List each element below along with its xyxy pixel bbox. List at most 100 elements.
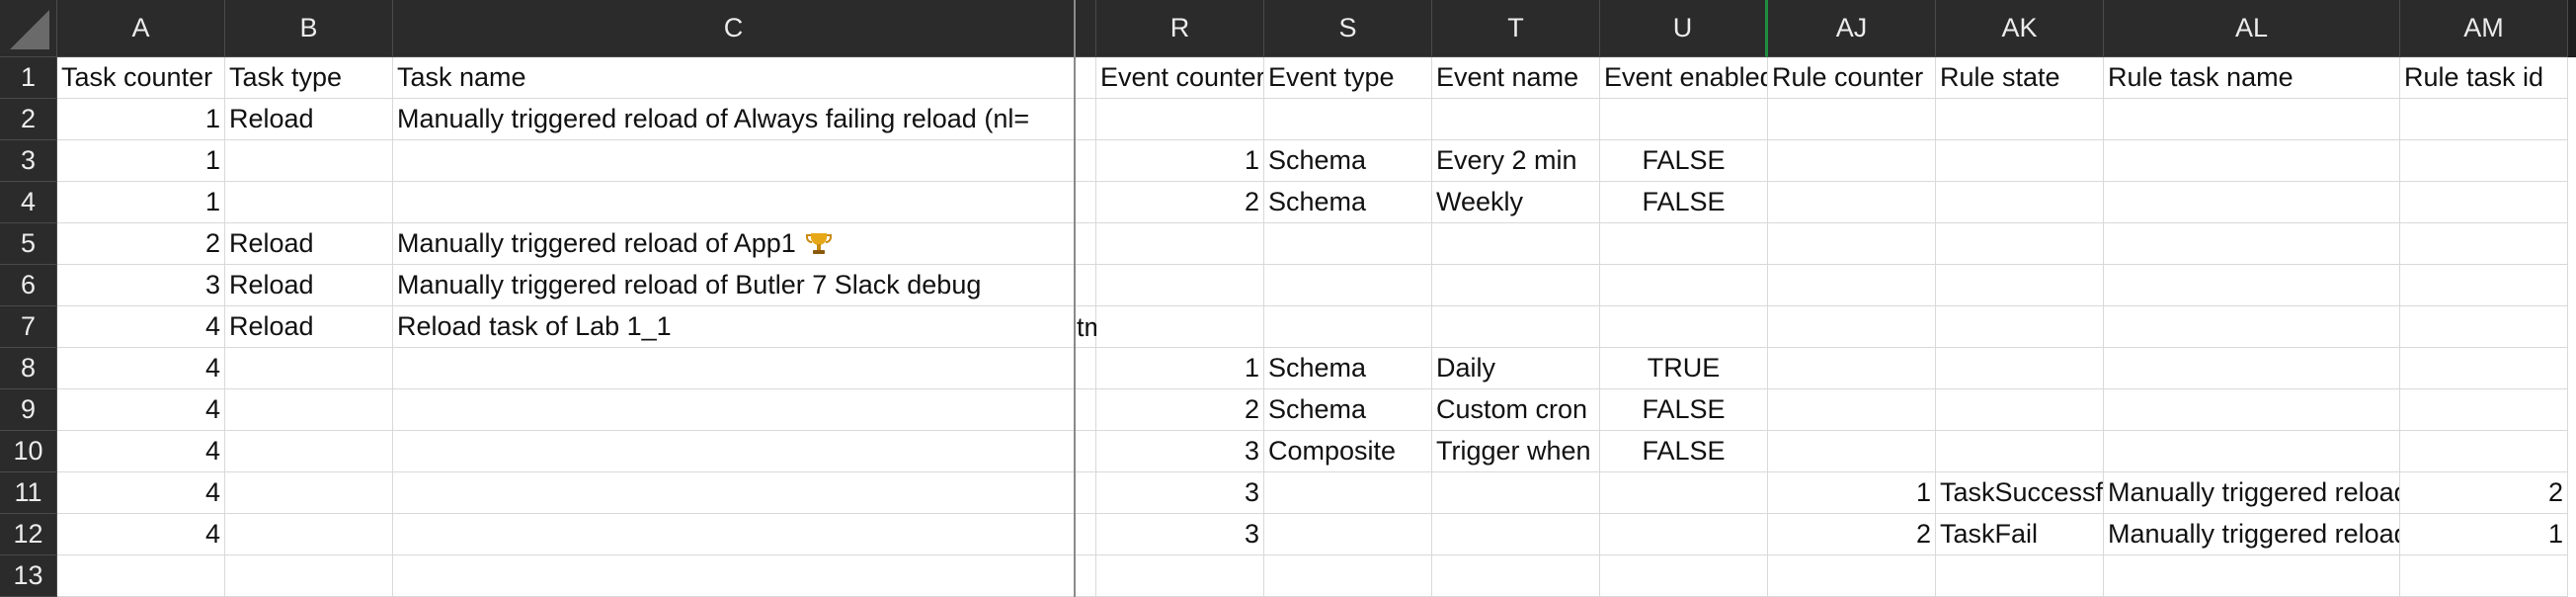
cell-a2[interactable]: 1: [57, 99, 225, 140]
cell-u1[interactable]: Event enabled: [1600, 57, 1768, 99]
cell-r12[interactable]: 3: [1096, 514, 1264, 555]
cell-al9[interactable]: [2104, 389, 2400, 431]
cell-ak7[interactable]: [1936, 306, 2104, 348]
column-header-aj[interactable]: AJ: [1768, 0, 1936, 57]
cell-b13[interactable]: [225, 555, 393, 597]
cell-t6[interactable]: [1432, 265, 1600, 306]
cell-ak1[interactable]: Rule state: [1936, 57, 2104, 99]
row-header-4[interactable]: 4: [0, 182, 57, 223]
cell-t2[interactable]: [1432, 99, 1600, 140]
cell-s1[interactable]: Event type: [1264, 57, 1432, 99]
cell-al5[interactable]: [2104, 223, 2400, 265]
cell-c13[interactable]: [393, 555, 1075, 597]
cell-al10[interactable]: [2104, 431, 2400, 472]
cell-al4[interactable]: [2104, 182, 2400, 223]
column-header-s[interactable]: S: [1264, 0, 1432, 57]
cell-ak5[interactable]: [1936, 223, 2104, 265]
column-header-b[interactable]: B: [225, 0, 393, 57]
row-header-7[interactable]: 7: [0, 306, 57, 348]
cell-t13[interactable]: [1432, 555, 1600, 597]
cell-r6[interactable]: [1096, 265, 1264, 306]
cell-al7[interactable]: [2104, 306, 2400, 348]
cell-r9[interactable]: 2: [1096, 389, 1264, 431]
row-header-13[interactable]: 13: [0, 555, 57, 597]
cell-aj7[interactable]: [1768, 306, 1936, 348]
cell-s8[interactable]: Schema: [1264, 348, 1432, 389]
cell-u11[interactable]: [1600, 472, 1768, 514]
row-header-8[interactable]: 8: [0, 348, 57, 389]
cell-aj12[interactable]: 2: [1768, 514, 1936, 555]
cell-ak8[interactable]: [1936, 348, 2104, 389]
cell-al3[interactable]: [2104, 140, 2400, 182]
freeze-pane-divider[interactable]: [1074, 0, 1076, 597]
cell-al12[interactable]: Manually triggered reload: [2104, 514, 2400, 555]
cell-grid[interactable]: Task counter Task type Task name Event coun…: [57, 57, 2576, 597]
cell-a4[interactable]: 1: [57, 182, 225, 223]
cell-r3[interactable]: 1: [1096, 140, 1264, 182]
select-all-corner[interactable]: [0, 0, 57, 57]
cell-u12[interactable]: [1600, 514, 1768, 555]
cell-aj4[interactable]: [1768, 182, 1936, 223]
cell-c2[interactable]: Manually triggered reload of Always fail…: [393, 99, 1075, 140]
row-header-11[interactable]: 11: [0, 472, 57, 514]
cell-a8[interactable]: 4: [57, 348, 225, 389]
cell-ak12[interactable]: TaskFail: [1936, 514, 2104, 555]
cell-a13[interactable]: [57, 555, 225, 597]
cell-s7[interactable]: [1264, 306, 1432, 348]
cell-r7[interactable]: [1096, 306, 1264, 348]
cell-al1[interactable]: Rule task name: [2104, 57, 2400, 99]
row-header-2[interactable]: 2: [0, 99, 57, 140]
cell-ak4[interactable]: [1936, 182, 2104, 223]
column-header-ak[interactable]: AK: [1936, 0, 2104, 57]
cell-t4[interactable]: Weekly: [1432, 182, 1600, 223]
cell-al11[interactable]: Manually triggered reload: [2104, 472, 2400, 514]
row-header-10[interactable]: 10: [0, 431, 57, 472]
cell-u8[interactable]: TRUE: [1600, 348, 1768, 389]
column-header-am[interactable]: AM: [2400, 0, 2568, 57]
cell-aj9[interactable]: [1768, 389, 1936, 431]
cell-t8[interactable]: Daily: [1432, 348, 1600, 389]
cell-t7[interactable]: [1432, 306, 1600, 348]
cell-aj6[interactable]: [1768, 265, 1936, 306]
cell-b10[interactable]: [225, 431, 393, 472]
cell-a7[interactable]: 4: [57, 306, 225, 348]
cell-a11[interactable]: 4: [57, 472, 225, 514]
cell-r10[interactable]: 3: [1096, 431, 1264, 472]
cell-b11[interactable]: [225, 472, 393, 514]
cell-b3[interactable]: [225, 140, 393, 182]
cell-t10[interactable]: Trigger when: [1432, 431, 1600, 472]
cell-b12[interactable]: [225, 514, 393, 555]
cell-ak3[interactable]: [1936, 140, 2104, 182]
cell-u13[interactable]: [1600, 555, 1768, 597]
cell-u9[interactable]: FALSE: [1600, 389, 1768, 431]
cell-s3[interactable]: Schema: [1264, 140, 1432, 182]
cell-c5[interactable]: Manually triggered reload of App1: [393, 223, 1075, 265]
cell-u10[interactable]: FALSE: [1600, 431, 1768, 472]
cell-c6[interactable]: Manually triggered reload of Butler 7 Sl…: [393, 265, 1075, 306]
cell-am12[interactable]: 1: [2400, 514, 2568, 555]
row-header-9[interactable]: 9: [0, 389, 57, 431]
cell-b7[interactable]: Reload: [225, 306, 393, 348]
cell-b9[interactable]: [225, 389, 393, 431]
cell-am5[interactable]: [2400, 223, 2568, 265]
cell-ak13[interactable]: [1936, 555, 2104, 597]
row-header-5[interactable]: 5: [0, 223, 57, 265]
cell-a5[interactable]: 2: [57, 223, 225, 265]
cell-s4[interactable]: Schema: [1264, 182, 1432, 223]
cell-u5[interactable]: [1600, 223, 1768, 265]
cell-u3[interactable]: FALSE: [1600, 140, 1768, 182]
cell-b2[interactable]: Reload: [225, 99, 393, 140]
cell-am13[interactable]: [2400, 555, 2568, 597]
cell-s5[interactable]: [1264, 223, 1432, 265]
cell-b1[interactable]: Task type: [225, 57, 393, 99]
cell-a1[interactable]: Task counter: [57, 57, 225, 99]
cell-b4[interactable]: [225, 182, 393, 223]
cell-ak11[interactable]: TaskSuccessful: [1936, 472, 2104, 514]
cell-r11[interactable]: 3: [1096, 472, 1264, 514]
cell-b8[interactable]: [225, 348, 393, 389]
cell-u4[interactable]: FALSE: [1600, 182, 1768, 223]
cell-r5[interactable]: [1096, 223, 1264, 265]
cell-aj5[interactable]: [1768, 223, 1936, 265]
cell-s12[interactable]: [1264, 514, 1432, 555]
